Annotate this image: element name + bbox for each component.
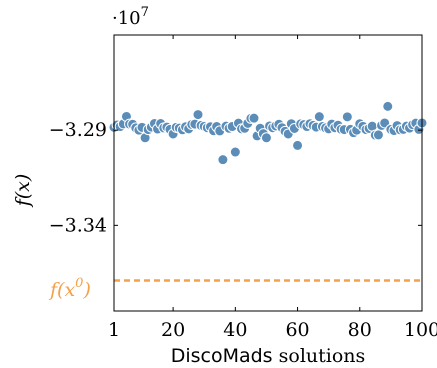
x-tick-label: 60 xyxy=(285,319,309,341)
data-point xyxy=(192,109,204,121)
x-tick-label: 100 xyxy=(404,319,437,341)
data-point xyxy=(313,111,325,123)
data-point xyxy=(217,154,229,166)
y-scale-factor: ·107 xyxy=(112,5,149,29)
data-point xyxy=(341,111,353,123)
x-tick-label: 1 xyxy=(108,319,120,341)
reference-line-label: f(x0) xyxy=(48,276,91,301)
y-axis-label: f(x) xyxy=(12,174,34,209)
plot-frame xyxy=(113,34,423,312)
x-tick-label: 40 xyxy=(223,319,247,341)
y-tick-label: −3.29 xyxy=(49,119,107,141)
y-axis-ticks: −3.29 −3.34 xyxy=(49,119,422,236)
data-point xyxy=(382,100,394,112)
x-tick-label: 20 xyxy=(161,319,185,341)
svg-text:f(x): f(x) xyxy=(12,174,34,209)
x-axis-ticks: 1 20 40 60 80 100 xyxy=(108,35,437,341)
x-axis-label: DiscoMads solutions xyxy=(171,345,366,367)
data-point xyxy=(292,139,304,151)
data-point xyxy=(372,129,384,141)
y-tick-label: −3.34 xyxy=(49,214,107,236)
x-tick-label: 80 xyxy=(348,319,372,341)
data-point xyxy=(229,146,241,158)
data-point xyxy=(260,132,272,144)
plot-area xyxy=(108,100,428,282)
data-point xyxy=(248,112,260,124)
